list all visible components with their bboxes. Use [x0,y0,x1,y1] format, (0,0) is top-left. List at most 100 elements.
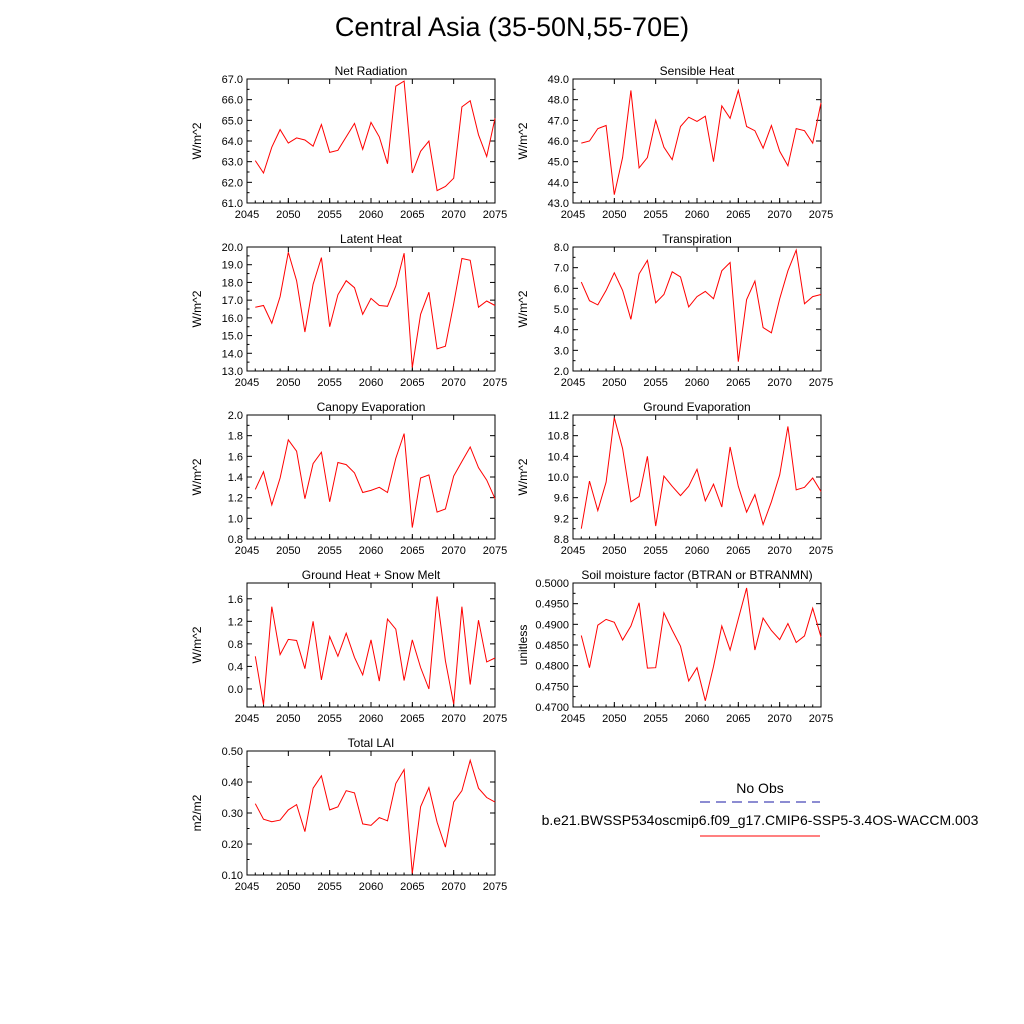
y-tick-label: 0.40 [222,777,243,789]
x-tick-label: 2050 [276,377,300,389]
series-line [254,596,496,705]
x-tick-label: 2060 [685,209,709,221]
x-tick-label: 2060 [359,713,383,725]
x-tick-label: 2045 [235,209,259,221]
panel-6: Ground Heat + Snow Melt W/m^2 2045 2050 2055… [190,568,507,725]
x-tick-label: 2055 [317,545,341,557]
panel-5: Ground Evaporation W/m^2 2045 2050 2055 2060 2… [516,400,833,557]
y-tick-label: 64.0 [222,136,243,148]
x-tick-label: 2065 [726,377,750,389]
x-tick-label: 2060 [359,209,383,221]
y-tick-label: 2.0 [228,410,243,422]
x-tick-label: 2065 [400,881,424,893]
y-tick-label: 1.8 [228,431,243,443]
x-tick-label: 2070 [441,209,465,221]
series-line [581,88,822,195]
y-tick-label: 65.0 [222,115,243,127]
x-tick-label: 2060 [685,377,709,389]
y-tick-label: 14.0 [222,348,243,360]
x-tick-label: 2070 [441,545,465,557]
x-tick-label: 2075 [483,713,507,725]
y-tick-label: 1.2 [228,493,243,505]
plot-frame [572,582,822,708]
y-tick-label: 17.0 [222,295,243,307]
x-tick-label: 2045 [561,377,585,389]
series-line [580,417,822,529]
x-tick-label: 2045 [235,545,259,557]
y-tick-label: 0.4750 [535,681,569,693]
x-tick-label: 2065 [726,713,750,725]
plot-frame [572,78,822,204]
y-tick-label: 0.4800 [535,661,569,673]
y-tick-label: 43.0 [548,198,569,210]
panel-8: Total LAI m2/m2 2045 2050 2055 2060 2065 2070 20… [190,736,507,893]
x-tick-label: 2075 [809,377,833,389]
y-axis-label: W/m^2 [516,290,530,327]
panel-4: Canopy Evaporation W/m^2 2045 2050 2055 2060 2… [190,400,507,557]
y-tick-label: 66.0 [222,95,243,107]
x-tick-label: 2065 [400,377,424,389]
x-tick-label: 2075 [483,209,507,221]
y-tick-label: 1.0 [228,513,243,525]
plot-frame [572,414,822,540]
x-tick-label: 2045 [235,713,259,725]
legend-obs-line [700,801,820,803]
y-tick-label: 0.4 [228,661,243,673]
y-tick-label: 0.4850 [535,640,569,652]
x-tick-label: 2045 [561,545,585,557]
x-tick-label: 2050 [276,209,300,221]
y-tick-label: 61.0 [222,198,243,210]
x-tick-label: 2055 [643,545,667,557]
y-tick-label: 62.0 [222,177,243,189]
y-tick-label: 6.0 [554,283,569,295]
y-tick-label: 47.0 [548,115,569,127]
y-tick-label: 0.4950 [535,599,569,611]
x-tick-label: 2065 [400,209,424,221]
legend-obs-label: No Obs [736,780,784,796]
y-tick-label: 0.0 [228,684,243,696]
panel-title: Canopy Evaporation [317,400,426,414]
x-tick-label: 2055 [317,881,341,893]
x-tick-label: 2060 [685,545,709,557]
x-tick-label: 2070 [441,713,465,725]
y-axis-label: W/m^2 [190,122,204,159]
y-axis-label: W/m^2 [516,122,530,159]
x-tick-label: 2050 [276,545,300,557]
x-tick-label: 2075 [483,377,507,389]
y-tick-label: 15.0 [222,331,243,343]
plot-frame [572,246,822,372]
y-tick-label: 48.0 [548,95,569,107]
x-tick-label: 2065 [726,545,750,557]
plot-frame [246,414,496,540]
y-tick-label: 9.2 [554,513,569,525]
x-tick-label: 2065 [400,713,424,725]
y-tick-label: 45.0 [548,157,569,169]
y-tick-label: 0.50 [222,746,243,758]
x-tick-label: 2070 [767,377,791,389]
x-tick-label: 2075 [483,545,507,557]
y-tick-label: 13.0 [222,366,243,378]
panel-title: Total LAI [348,736,395,750]
y-tick-label: 2.0 [554,366,569,378]
y-tick-label: 0.8 [228,534,243,546]
y-axis-label: W/m^2 [516,458,530,495]
x-tick-label: 2075 [809,713,833,725]
y-tick-label: 0.5000 [535,578,569,590]
x-tick-label: 2065 [400,545,424,557]
x-tick-label: 2050 [276,713,300,725]
y-tick-label: 3.0 [554,345,569,357]
y-tick-label: 49.0 [548,74,569,86]
x-tick-label: 2055 [643,377,667,389]
x-tick-label: 2050 [602,713,626,725]
x-tick-label: 2075 [809,209,833,221]
series-line [580,587,822,701]
legend: No Obs b.e21.BWSSP534oscmip6.f09_g17.CMI… [520,780,1000,840]
x-tick-label: 2060 [359,377,383,389]
y-tick-label: 0.10 [222,870,243,882]
panel-2: Latent Heat W/m^2 2045 2050 2055 2060 2065 2070… [190,232,507,389]
x-tick-label: 2055 [317,209,341,221]
y-axis-label: W/m^2 [190,458,204,495]
x-tick-label: 2050 [276,881,300,893]
y-tick-label: 8.0 [554,242,569,254]
